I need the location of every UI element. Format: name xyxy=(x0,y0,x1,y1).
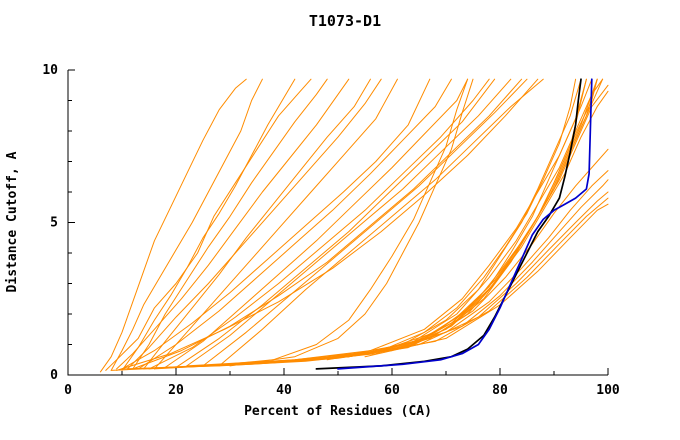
series-line-model xyxy=(186,78,512,367)
x-tick-label: 80 xyxy=(492,383,508,398)
series-line-model xyxy=(99,78,247,373)
series-line-model xyxy=(121,78,431,370)
series-line-model xyxy=(229,78,474,367)
x-tick-label: 100 xyxy=(596,383,620,398)
series-line-model xyxy=(105,78,312,371)
series-line-model xyxy=(153,78,398,370)
ticks-layer xyxy=(67,69,609,376)
series-line-model xyxy=(132,78,328,370)
x-axis-label: Percent of Residues (CA) xyxy=(244,404,432,419)
series-line-model xyxy=(164,78,593,368)
y-tick-label: 10 xyxy=(42,63,58,78)
series-line-model xyxy=(143,78,371,370)
series-line-model xyxy=(132,78,523,370)
tick-labels-layer: 0 20 40 60 80 100 0 5 10 xyxy=(42,63,620,398)
series-layer xyxy=(99,78,609,373)
series-line-model xyxy=(326,191,609,361)
x-tick-label: 60 xyxy=(384,383,400,398)
series-line-model xyxy=(148,78,582,370)
series-line-model xyxy=(126,78,382,370)
x-tick-label: 20 xyxy=(168,383,184,398)
series-line-model xyxy=(110,78,263,371)
series-line-model xyxy=(132,78,577,370)
series-line-model xyxy=(229,84,609,365)
series-line-model xyxy=(148,78,490,370)
series-line-model xyxy=(256,90,609,364)
series-line-model xyxy=(364,203,609,358)
series-line-model xyxy=(137,78,452,370)
y-axis-label: Distance Cutoff, A xyxy=(5,151,20,292)
x-tick-label: 40 xyxy=(276,383,292,398)
series-line-model xyxy=(110,78,587,371)
series-line-model xyxy=(218,78,544,367)
series-line-model xyxy=(121,78,296,371)
chart-title: T1073-D1 xyxy=(309,12,381,30)
series-line-model xyxy=(294,170,609,362)
series-line-model xyxy=(116,78,539,371)
series-line-model xyxy=(207,78,469,367)
series-line-best_blue xyxy=(337,78,593,370)
y-tick-label: 5 xyxy=(50,216,58,231)
y-tick-label: 0 xyxy=(50,368,58,383)
x-tick-label: 0 xyxy=(64,383,72,398)
series-line-model xyxy=(116,78,350,370)
series-line-model xyxy=(348,197,609,358)
series-line-model xyxy=(202,78,528,367)
series-line-model xyxy=(153,78,604,370)
series-line-model xyxy=(310,179,609,361)
series-line-model xyxy=(164,78,469,368)
